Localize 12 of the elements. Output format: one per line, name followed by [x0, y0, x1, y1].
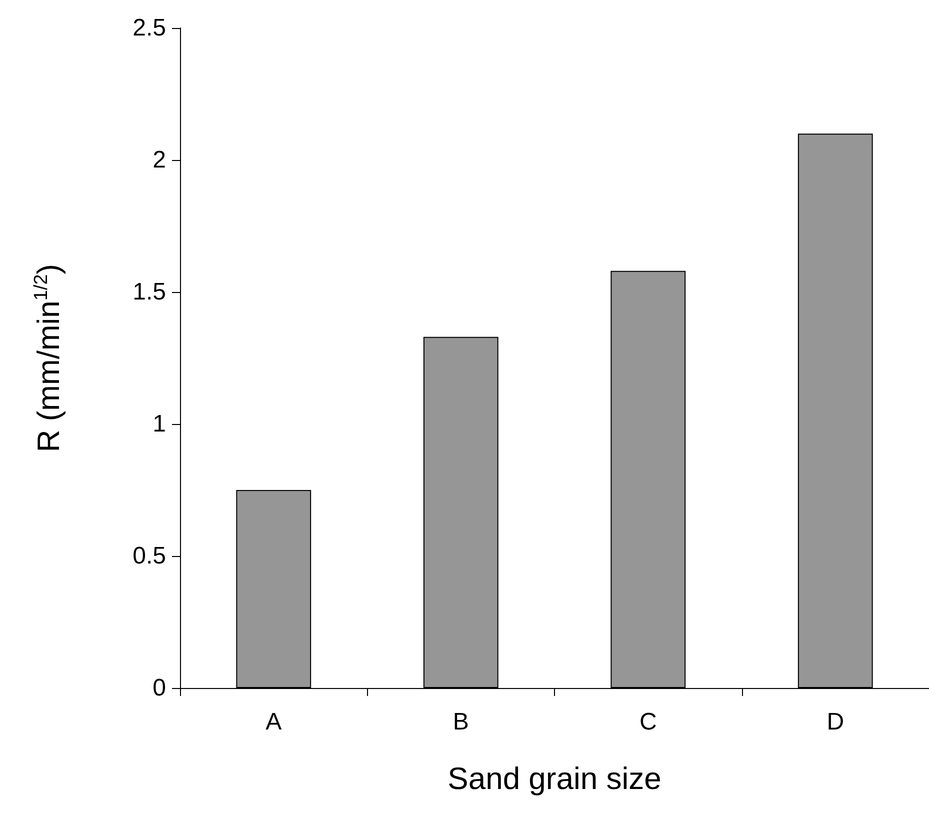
y-tick-label: 2.5	[132, 14, 166, 42]
x-tick-label: C	[639, 708, 657, 736]
x-tick-label: D	[826, 708, 844, 736]
y-tick-label: 1	[152, 410, 166, 438]
y-tick-label: 1.5	[132, 278, 166, 306]
y-axis-title: R (mm/min1/2)	[31, 264, 66, 452]
x-axis-title: Sand grain size	[448, 761, 662, 796]
y-tick-label: 0	[152, 674, 166, 702]
x-tick-label: B	[452, 708, 469, 736]
y-tick-label: 0.5	[132, 542, 166, 570]
x-tick-label: A	[266, 708, 282, 736]
y-tick-label: 2	[152, 146, 166, 174]
